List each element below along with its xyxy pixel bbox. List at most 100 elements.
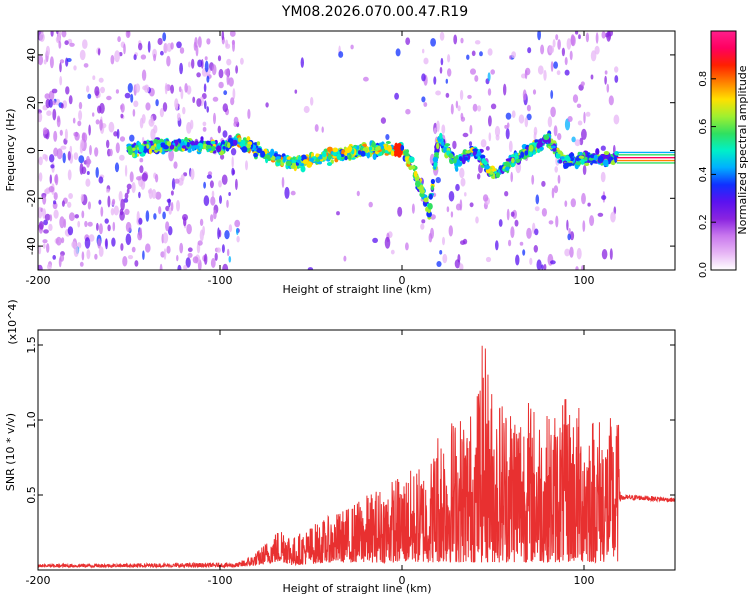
spectrogram-ridge-cell	[427, 205, 433, 210]
spectrogram-ridge-cell	[537, 141, 544, 148]
spectrogram-noise-cell	[462, 238, 468, 245]
spectrogram-noise-cell	[98, 77, 104, 83]
spectrogram-noise-cell	[196, 98, 202, 107]
spectrogram-ridge-cell	[222, 146, 226, 150]
spectrogram-noise-cell	[462, 132, 469, 138]
spectrogram-noise-cell	[151, 189, 157, 199]
spectrogram-noise-cell	[107, 195, 111, 208]
spectrogram-noise-cell	[541, 264, 544, 270]
spectrogram-noise-cell	[98, 223, 103, 235]
spectrogram-noise-cell	[124, 208, 130, 215]
spectrogram-noise-cell	[60, 103, 64, 109]
spectrogram-noise-cell	[115, 142, 120, 154]
spectrogram-noise-cell	[569, 231, 575, 241]
spectrogram-noise-cell	[182, 106, 186, 115]
spectrogram-noise-cell	[526, 113, 532, 121]
spectrogram-noise-cell	[394, 92, 399, 100]
snr-y-axis-title: SNR (10 * v/v)	[4, 413, 17, 491]
spectrogram-noise-cell	[202, 121, 207, 127]
spectrogram-noise-cell	[196, 72, 201, 78]
spectrogram-ridge-cell	[159, 147, 163, 153]
spectrogram-noise-cell	[397, 206, 403, 217]
spectrogram-ridge-cell	[491, 168, 497, 172]
spectrogram-noise-cell	[504, 191, 509, 197]
spectrogram-ridge-cell	[584, 162, 590, 166]
colorbar-tick-label: 0.0	[698, 262, 709, 278]
spectrogram-y-tick-label: 0	[25, 147, 38, 154]
spectrogram-noise-cell	[569, 246, 574, 258]
spectrogram-noise-cell	[162, 32, 167, 42]
spectrogram-noise-cell	[436, 261, 442, 267]
spectrogram-noise-cell	[474, 75, 479, 82]
spectrogram-noise-cell	[81, 251, 85, 261]
spectrogram-noise-cell	[230, 148, 237, 156]
spectrogram-noise-cell	[511, 51, 516, 59]
spectrogram-noise-cell	[46, 263, 52, 270]
spectrogram-ridge-cell	[413, 170, 418, 178]
spectrogram-noise-cell	[470, 68, 476, 75]
spectrogram-noise-cell	[183, 265, 188, 270]
spectrogram-noise-cell	[159, 263, 163, 270]
spectrogram-noise-cell	[614, 66, 619, 73]
spectrogram-noise-cell	[390, 249, 395, 255]
spectrogram-noise-cell	[80, 139, 84, 150]
spectrogram-noise-cell	[49, 154, 55, 163]
spectrogram-noise-cell	[567, 233, 571, 241]
spectrogram-noise-cell	[213, 112, 216, 125]
spectrogram-noise-cell	[159, 107, 164, 118]
spectrogram-noise-cell	[43, 219, 48, 226]
spectrogram-noise-cell	[556, 70, 561, 76]
spectrogram-noise-cell	[48, 186, 55, 193]
spectrogram-noise-cell	[158, 206, 162, 215]
spectrogram-noise-cell	[294, 89, 298, 94]
spectrogram-noise-cell	[231, 167, 235, 176]
spectrogram-ridge-cell	[169, 144, 175, 150]
spectrogram-noise-cell	[180, 88, 184, 100]
spectrogram-noise-cell	[49, 214, 53, 222]
spectrogram-noise-cell	[482, 194, 489, 202]
spectrogram-noise-cell	[524, 117, 529, 128]
spectrogram-noise-cell	[61, 237, 65, 244]
spectrogram-noise-cell	[561, 47, 566, 57]
spectrogram-noise-cell	[421, 96, 426, 103]
spectrogram-ridge-cell	[256, 147, 263, 154]
colorbar-gradient	[711, 31, 736, 270]
spectrogram-noise-cell	[472, 103, 478, 112]
spectrogram-noise-cell	[460, 37, 464, 44]
spectrogram-ridge-cell	[206, 141, 211, 146]
spectrogram-noise-cell	[553, 185, 559, 194]
spectrogram-noise-cell	[423, 102, 428, 107]
spectrogram-noise-cell	[211, 64, 217, 76]
spectrogram-ridge-cell	[552, 147, 557, 152]
spectrogram-noise-cell	[120, 198, 125, 211]
spectrogram-noise-cell	[452, 140, 457, 150]
spectrogram-noise-cell	[110, 208, 115, 216]
spectrogram-noise-cell	[527, 47, 532, 54]
spectrogram-noise-cell	[187, 247, 193, 252]
spectrogram-noise-cell	[405, 242, 409, 251]
spectrogram-noise-cell	[168, 149, 175, 162]
snr-y-tick-label: 1.5	[25, 336, 38, 354]
spectrogram-noise-cell	[44, 154, 49, 162]
spectrogram-noise-cell	[139, 227, 143, 239]
spectrogram-noise-cell	[162, 232, 169, 244]
spectrogram-noise-cell	[42, 243, 46, 249]
spectrogram-ridge-cell	[131, 152, 135, 158]
spectrogram-ridge-cell	[146, 144, 150, 149]
spectrogram-noise-cell	[44, 213, 51, 221]
spectrogram-noise-cell	[608, 31, 613, 37]
spectrogram-noise-cell	[97, 48, 101, 56]
spectrogram-ridge-cell	[377, 145, 381, 151]
spectrogram-ridge-cell	[150, 145, 156, 151]
spectrogram-noise-cell	[477, 173, 481, 180]
snr-panel: -200 -100 0 100 0.5 1.0 1.5 Height of straigh…	[4, 299, 676, 595]
spectrogram-noise-cell	[526, 227, 532, 239]
spectrogram-noise-cell	[460, 177, 466, 187]
spectrogram-noise-cell	[385, 134, 390, 140]
spectrogram-noise-cell	[435, 177, 441, 184]
spectrogram-ridge-cell	[332, 147, 339, 153]
spectrogram-noise-cell	[190, 168, 195, 181]
spectrogram-noise-cell	[595, 32, 599, 44]
spectrogram-noise-cell	[232, 88, 236, 100]
